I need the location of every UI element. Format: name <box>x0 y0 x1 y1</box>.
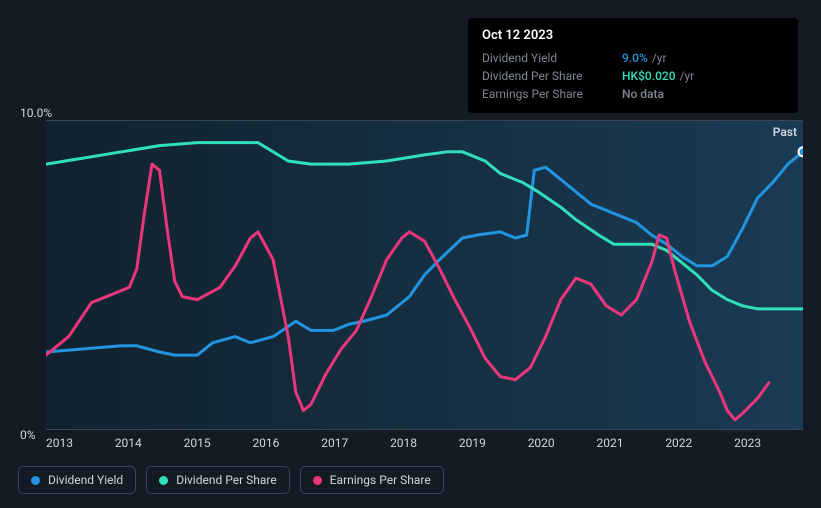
tooltip-row-value: No data <box>622 87 664 101</box>
plot-area[interactable]: Past <box>46 120 803 430</box>
x-axis-tick: 2019 <box>459 436 528 450</box>
x-axis-tick: 2017 <box>321 436 390 450</box>
x-axis-tick: 2014 <box>115 436 184 450</box>
legend-dot-icon <box>159 476 168 485</box>
x-axis-tick: 2023 <box>734 436 803 450</box>
legend-label: Dividend Per Share <box>176 473 277 487</box>
chart-tooltip: Oct 12 2023 Dividend Yield9.0%/yrDividen… <box>468 18 798 113</box>
x-axis: 2013201420152016201720182019202020212022… <box>46 436 803 450</box>
tooltip-date: Oct 12 2023 <box>482 28 784 43</box>
x-axis-tick: 2020 <box>528 436 597 450</box>
x-axis-tick: 2022 <box>665 436 734 450</box>
legend-item[interactable]: Dividend Yield <box>18 466 136 494</box>
tooltip-row-unit: /yr <box>652 51 667 65</box>
y-axis-max: 10.0% <box>20 106 52 120</box>
x-axis-tick: 2021 <box>597 436 666 450</box>
past-label: Past <box>773 125 797 139</box>
legend-label: Earnings Per Share <box>330 473 431 487</box>
tooltip-row-value: 9.0% <box>622 51 648 65</box>
tooltip-row: Dividend Per ShareHK$0.020/yr <box>482 67 784 85</box>
y-axis-min: 0% <box>20 428 36 442</box>
chart-svg <box>46 121 803 429</box>
tooltip-rows: Dividend Yield9.0%/yrDividend Per ShareH… <box>482 49 784 103</box>
tooltip-row: Earnings Per ShareNo data <box>482 85 784 103</box>
tooltip-row: Dividend Yield9.0% /yr <box>482 49 784 67</box>
x-axis-tick: 2015 <box>184 436 253 450</box>
x-axis-tick: 2018 <box>390 436 459 450</box>
chart-container: 10.0% 0% Past 20132014201520162017201820… <box>18 108 803 460</box>
x-axis-tick: 2013 <box>46 436 115 450</box>
tooltip-row-unit: /yr <box>680 69 695 83</box>
tooltip-row-value: HK$0.020 <box>622 69 676 83</box>
legend-item[interactable]: Dividend Per Share <box>146 466 290 494</box>
tooltip-row-label: Dividend Yield <box>482 51 622 65</box>
x-axis-tick: 2016 <box>252 436 321 450</box>
legend-dot-icon <box>31 476 40 485</box>
tooltip-row-label: Earnings Per Share <box>482 87 622 101</box>
legend: Dividend Yield Dividend Per Share Earnings… <box>18 466 444 494</box>
tooltip-row-label: Dividend Per Share <box>482 69 622 83</box>
legend-label: Dividend Yield <box>48 473 123 487</box>
legend-item[interactable]: Earnings Per Share <box>300 466 444 494</box>
legend-dot-icon <box>313 476 322 485</box>
